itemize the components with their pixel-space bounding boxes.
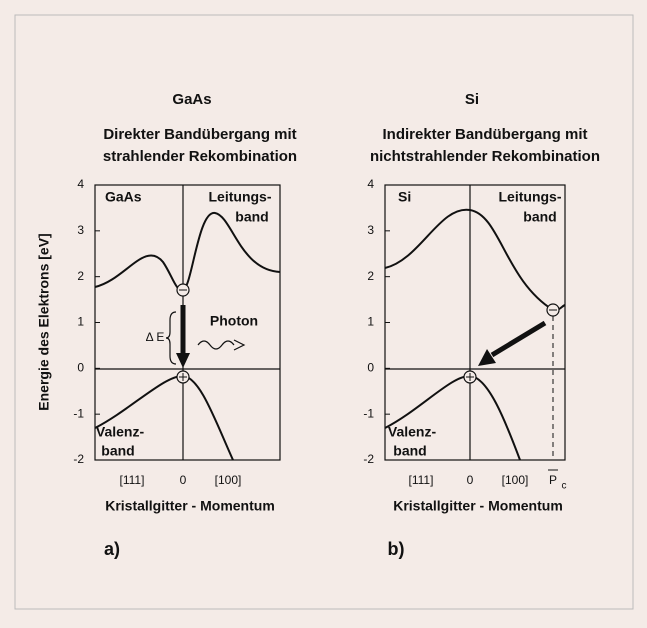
band-label: band — [393, 443, 426, 459]
y-tick-label: -2 — [363, 452, 374, 466]
band-label: Valenz- — [96, 424, 145, 440]
arrow — [490, 320, 547, 358]
y-tick-label: 3 — [77, 223, 84, 237]
y-tick-label: 1 — [77, 315, 84, 329]
pc-label: P — [549, 473, 557, 487]
subtitle: Indirekter Bandübergang mit — [382, 126, 587, 143]
photon-wave — [197, 340, 235, 350]
band-label: Valenz- — [388, 424, 437, 440]
band-label: band — [523, 209, 556, 225]
photon-arrow — [233, 339, 246, 351]
y-tick-label: 0 — [77, 361, 84, 375]
x-tick-label: [111] — [409, 473, 434, 487]
y-tick-label: -1 — [73, 406, 84, 420]
y-tick-label: -1 — [363, 406, 374, 420]
y-tick-label: 4 — [367, 177, 374, 191]
y-ticks: 4 3 2 1 0 -1 -2 4 3 2 1 0 -1 -2 — [73, 177, 390, 466]
delta-e: Δ E — [146, 330, 165, 344]
y-tick-label: 2 — [77, 269, 84, 283]
band-label: Leitungs- — [499, 189, 562, 205]
plot-box — [384, 184, 566, 461]
panel-title: Si — [465, 91, 479, 108]
y-tick-label: 3 — [367, 223, 374, 237]
y-tick-label: -2 — [73, 452, 84, 466]
x-tick-label: [111] — [120, 473, 145, 487]
plus — [466, 373, 474, 381]
photon-label: Photon — [210, 313, 258, 329]
subtitle: nichtstrahlender Rekombination — [370, 148, 600, 165]
bracket — [165, 311, 177, 365]
x-label: Kristallgitter - Momentum — [393, 498, 563, 514]
pc-subscript: c — [562, 481, 567, 492]
arrow-head — [478, 349, 496, 366]
band-label: band — [101, 443, 134, 459]
plot-box — [94, 184, 281, 461]
inner-label: Si — [398, 189, 411, 205]
x-tick-label: [100] — [502, 473, 529, 487]
subtitle: strahlender Rekombination — [103, 148, 297, 165]
panel-title: GaAs — [172, 91, 211, 108]
band-label: band — [235, 209, 268, 225]
plus — [179, 373, 187, 381]
band-label: Leitungs- — [209, 189, 272, 205]
y-tick-label: 1 — [367, 315, 374, 329]
x-tick-label: 0 — [467, 473, 474, 487]
y-label: Energie des Elektrons [eV] — [36, 233, 52, 410]
y-tick-label: 4 — [77, 177, 84, 191]
panel-tag: b) — [388, 539, 405, 559]
x-tick-label: 0 — [180, 473, 187, 487]
x-label: Kristallgitter - Momentum — [105, 498, 275, 514]
x-tick-label: [100] — [215, 473, 242, 487]
panel-tag: a) — [104, 539, 120, 559]
conduction-band — [384, 208, 566, 312]
inner-label: GaAs — [105, 189, 142, 205]
subtitle: Direkter Bandübergang mit — [103, 126, 296, 143]
frame — [14, 14, 634, 610]
y-tick-label: 0 — [367, 361, 374, 375]
arrow-head — [176, 353, 190, 368]
y-tick-label: 2 — [367, 269, 374, 283]
